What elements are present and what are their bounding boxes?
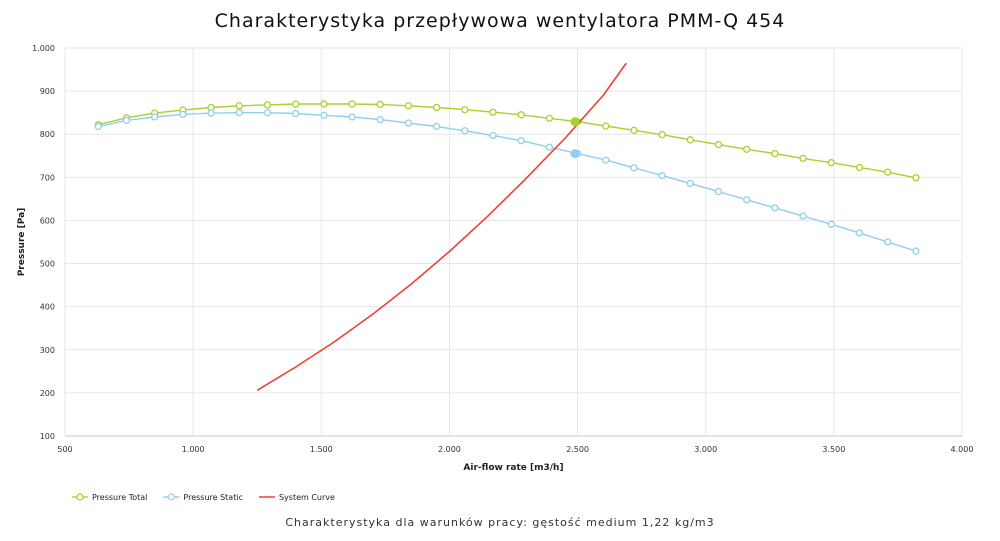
- y-tick-label: 100: [40, 432, 55, 441]
- pressure-total-point[interactable]: [827, 159, 835, 167]
- pressure-static-point[interactable]: [884, 238, 892, 246]
- pressure-static-point[interactable]: [855, 229, 864, 237]
- x-tick-label: 3.000: [694, 445, 717, 454]
- pressure-static-point[interactable]: [348, 113, 356, 121]
- legend-item-pressure-total[interactable]: Pressure Total: [72, 493, 147, 502]
- pressure-total-point[interactable]: [714, 140, 723, 149]
- y-axis-label: Pressure [Pa]: [17, 208, 27, 277]
- pressure-total-point[interactable]: [884, 168, 892, 176]
- legend-marker: [76, 493, 84, 501]
- grid-lines: [64, 47, 963, 437]
- pressure-static-point[interactable]: [151, 113, 159, 121]
- pressure-static-point[interactable]: [517, 137, 525, 145]
- y-tick-label: 400: [40, 303, 55, 312]
- y-tick-label: 1.000: [32, 44, 55, 53]
- pressure-total-point[interactable]: [545, 114, 554, 122]
- data-series: [94, 62, 920, 391]
- pressure-total-point[interactable]: [489, 108, 497, 116]
- y-tick-label: 600: [40, 216, 55, 225]
- legend-item-system-curve[interactable]: System Curve: [258, 493, 335, 502]
- pressure-total-line: [98, 103, 917, 179]
- pressure-total-point[interactable]: [376, 100, 384, 109]
- legend-label: Pressure Static: [183, 493, 243, 502]
- legend-item-pressure-static[interactable]: Pressure Static: [163, 493, 243, 502]
- pressure-total-point[interactable]: [686, 136, 694, 144]
- pressure-static-point[interactable]: [404, 119, 413, 127]
- pressure-static-point[interactable]: [686, 179, 694, 188]
- pressure-total-point[interactable]: [348, 100, 356, 108]
- y-tick-label: 200: [40, 389, 55, 398]
- pressure-static-point[interactable]: [122, 116, 131, 125]
- pressure-static-point[interactable]: [461, 127, 469, 135]
- pressure-static-point[interactable]: [207, 109, 215, 117]
- y-tick-label: 800: [40, 130, 55, 139]
- legend-label: System Curve: [279, 493, 335, 502]
- pressure-static-line: [98, 112, 917, 252]
- pressure-total-point[interactable]: [855, 163, 864, 172]
- pressure-total-point[interactable]: [743, 145, 751, 153]
- chart-title: Charakterystyka przepływowa wentylatora …: [214, 10, 786, 32]
- pressure-static-point[interactable]: [912, 247, 920, 255]
- operating-point[interactable]: [570, 117, 580, 127]
- pressure-static-point[interactable]: [658, 171, 666, 180]
- y-tick-label: 500: [40, 260, 55, 269]
- y-axis-ticks: 100 200 300 400 500 600 700 800 900 1.000: [32, 44, 55, 441]
- x-tick-label: 3.500: [822, 445, 845, 454]
- legend[interactable]: Pressure Total Pressure Static System Curv…: [72, 493, 335, 502]
- y-tick-label: 900: [40, 87, 55, 96]
- pressure-static-point[interactable]: [235, 109, 243, 117]
- pressure-total-point[interactable]: [912, 174, 920, 182]
- pressure-static-point[interactable]: [320, 111, 328, 119]
- pressure-total-point[interactable]: [658, 131, 666, 139]
- legend-marker: [167, 493, 175, 501]
- pressure-static-point[interactable]: [743, 196, 751, 204]
- legend-label: Pressure Total: [92, 493, 147, 502]
- x-tick-label: 1.500: [310, 445, 333, 454]
- pressure-total-point[interactable]: [771, 149, 779, 158]
- chart-footnote: Charakterystyka dla warunków pracy: gęst…: [285, 516, 715, 529]
- pressure-total-point[interactable]: [630, 126, 638, 134]
- x-axis-ticks: 500 1.000 1.500 2.000 2.500 3.000 3.500 4.000: [57, 445, 973, 454]
- pressure-total-point[interactable]: [292, 100, 300, 108]
- pressure-static-point[interactable]: [799, 212, 807, 220]
- pressure-static-point[interactable]: [545, 143, 554, 151]
- pressure-total-point[interactable]: [799, 154, 807, 163]
- x-tick-label: 2.500: [566, 445, 589, 454]
- x-tick-label: 4.000: [951, 445, 974, 454]
- y-tick-label: 700: [40, 173, 55, 182]
- pressure-total-point[interactable]: [263, 101, 272, 109]
- x-axis-label: Air-flow rate [m3/h]: [463, 463, 563, 473]
- pressure-total-point[interactable]: [517, 111, 525, 119]
- pressure-total-point[interactable]: [432, 103, 441, 112]
- pressure-static-point[interactable]: [771, 204, 779, 212]
- pressure-static-point[interactable]: [376, 115, 384, 124]
- pressure-static-point[interactable]: [714, 187, 723, 196]
- pressure-static-point[interactable]: [827, 220, 835, 228]
- pressure-static-point[interactable]: [432, 122, 441, 131]
- pressure-static-point[interactable]: [179, 110, 187, 119]
- pressure-total-point[interactable]: [602, 122, 610, 130]
- pressure-total-point[interactable]: [404, 102, 413, 110]
- pressure-static-point[interactable]: [263, 109, 272, 117]
- pressure-static-point[interactable]: [94, 122, 102, 131]
- y-tick-label: 300: [40, 346, 55, 355]
- x-tick-label: 500: [57, 445, 72, 454]
- x-tick-label: 1.000: [182, 445, 205, 454]
- x-tick-label: 2.000: [438, 445, 461, 454]
- pressure-total-point[interactable]: [235, 102, 243, 110]
- pressure-total-point[interactable]: [461, 105, 469, 114]
- pressure-static-point[interactable]: [292, 109, 300, 118]
- pressure-total-point[interactable]: [320, 100, 328, 108]
- system-curve-line: [256, 62, 627, 391]
- pressure-static-point[interactable]: [630, 164, 638, 172]
- pressure-static-point[interactable]: [602, 156, 610, 164]
- operating-point[interactable]: [570, 149, 580, 159]
- pressure-static-point[interactable]: [489, 131, 497, 140]
